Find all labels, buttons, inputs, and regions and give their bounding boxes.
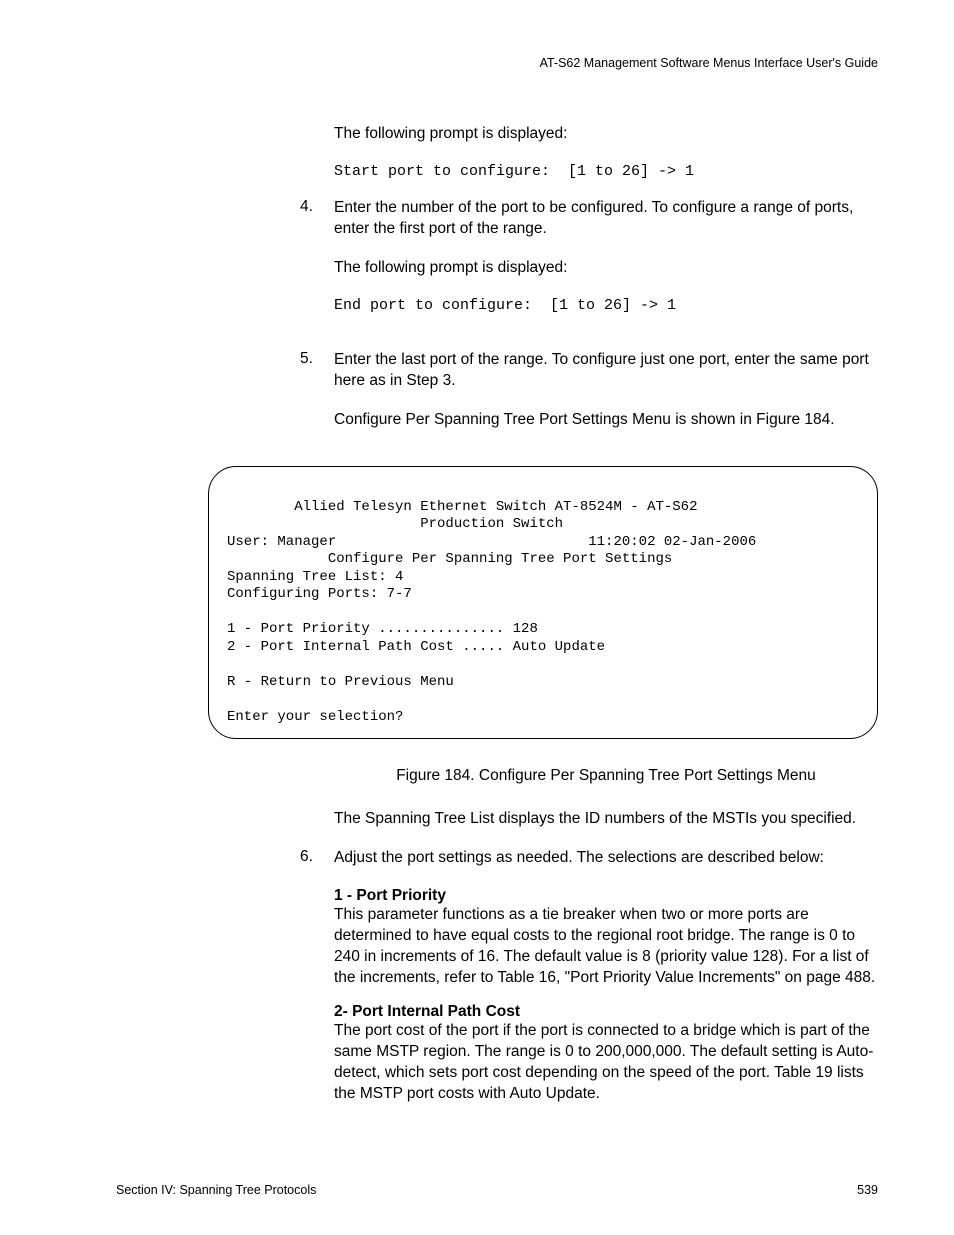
step-4-text: Enter the number of the port to be confi… xyxy=(334,198,878,240)
step-4: 4. Enter the number of the port to be co… xyxy=(300,198,878,332)
footer-section: Section IV: Spanning Tree Protocols xyxy=(116,1183,316,1197)
step-5: 5. Enter the last port of the range. To … xyxy=(300,350,878,449)
step-4-body: Enter the number of the port to be confi… xyxy=(334,198,878,332)
footer: Section IV: Spanning Tree Protocols 539 xyxy=(116,1183,878,1197)
terminal-menu-box: Allied Telesyn Ethernet Switch AT-8524M … xyxy=(208,466,878,739)
option-2-heading: 2- Port Internal Path Cost xyxy=(334,1003,878,1021)
code-end-port: End port to configure: [1 to 26] -> 1 xyxy=(334,297,878,314)
step-5-body: Enter the last port of the range. To con… xyxy=(334,350,878,449)
terminal-return: R - Return to Previous Menu xyxy=(227,674,454,690)
footer-page-number: 539 xyxy=(857,1183,878,1197)
option-2-block: 2- Port Internal Path Cost The port cost… xyxy=(334,1003,878,1105)
config-menu-intro: Configure Per Spanning Tree Port Setting… xyxy=(334,410,878,431)
main-column: The following prompt is displayed: Start… xyxy=(334,124,878,448)
option-1-body: This parameter functions as a tie breake… xyxy=(334,905,878,989)
terminal-menu-title: Configure Per Spanning Tree Port Setting… xyxy=(227,551,672,567)
code-start-port: Start port to configure: [1 to 26] -> 1 xyxy=(334,163,878,180)
step-4-number: 4. xyxy=(300,198,334,332)
step-6: 6. Adjust the port settings as needed. T… xyxy=(300,848,878,1118)
terminal-option-2: 2 - Port Internal Path Cost ..... Auto U… xyxy=(227,639,605,655)
terminal-selection-prompt: Enter your selection? xyxy=(227,709,403,725)
terminal-subtitle: Production Switch xyxy=(227,516,563,532)
figure-184-caption: Figure 184. Configure Per Spanning Tree … xyxy=(334,767,878,785)
terminal-option-1: 1 - Port Priority ............... 128 xyxy=(227,621,538,637)
terminal-title: Allied Telesyn Ethernet Switch AT-8524M … xyxy=(227,499,697,515)
main-column-continued: The Spanning Tree List displays the ID n… xyxy=(334,809,878,1118)
terminal-configuring-ports: Configuring Ports: 7-7 xyxy=(227,586,412,602)
option-1-heading: 1 - Port Priority xyxy=(334,887,878,905)
terminal-spanning-tree-list: Spanning Tree List: 4 xyxy=(227,569,403,585)
terminal-user-line: User: Manager 11:20:02 02-Jan-2006 xyxy=(227,534,756,550)
step-6-number: 6. xyxy=(300,848,334,1118)
prompt-intro-1: The following prompt is displayed: xyxy=(334,124,878,145)
header-right: AT-S62 Management Software Menus Interfa… xyxy=(116,56,878,70)
step-5-number: 5. xyxy=(300,350,334,449)
page: AT-S62 Management Software Menus Interfa… xyxy=(0,0,954,1177)
step-5-text: Enter the last port of the range. To con… xyxy=(334,350,878,392)
option-1-block: 1 - Port Priority This parameter functio… xyxy=(334,887,878,989)
stl-description: The Spanning Tree List displays the ID n… xyxy=(334,809,878,830)
step-6-body: Adjust the port settings as needed. The … xyxy=(334,848,878,1118)
prompt-intro-2: The following prompt is displayed: xyxy=(334,258,878,279)
option-2-body: The port cost of the port if the port is… xyxy=(334,1021,878,1105)
step-6-text: Adjust the port settings as needed. The … xyxy=(334,848,878,869)
